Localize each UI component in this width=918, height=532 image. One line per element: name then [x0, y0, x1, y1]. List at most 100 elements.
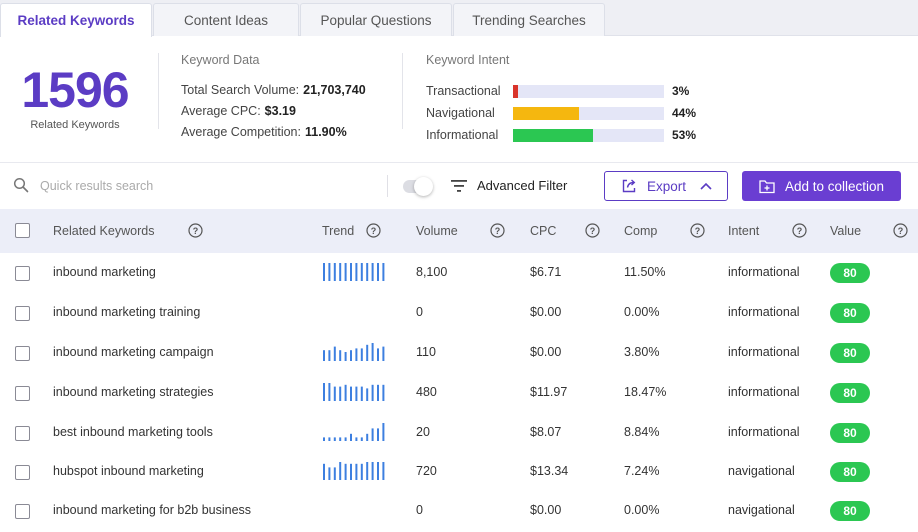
- trend-bar: [333, 437, 336, 441]
- summary-divider: [158, 53, 159, 129]
- intent-cell: informational: [728, 385, 800, 399]
- trend-bar: [328, 263, 331, 281]
- row-checkbox[interactable]: [15, 386, 30, 401]
- cpc-cell: $11.97: [530, 385, 568, 399]
- keyword-cell[interactable]: inbound marketing: [53, 265, 156, 279]
- intent-cell: informational: [728, 265, 800, 279]
- total-search-volume: Total Search Volume: 21,703,740: [181, 83, 366, 97]
- intent-percent: 44%: [672, 106, 697, 120]
- add-to-collection-button[interactable]: Add to collection: [742, 171, 901, 201]
- trend-bar: [371, 343, 374, 361]
- svg-text:?: ?: [193, 226, 199, 236]
- export-icon: [622, 179, 636, 193]
- trend-bar: [344, 384, 347, 401]
- help-icon[interactable]: ?: [792, 223, 807, 238]
- add-to-collection-label[interactable]: Add to collection: [785, 178, 885, 194]
- column-header-trend[interactable]: Trend: [322, 224, 355, 238]
- tab-popular-questions[interactable]: Popular Questions: [300, 3, 452, 36]
- trend-sparkline: [322, 301, 388, 321]
- tab-content-ideas[interactable]: Content Ideas: [153, 3, 299, 36]
- column-header-volume[interactable]: Volume: [416, 224, 458, 238]
- keyword-intent-title: Keyword Intent: [426, 53, 510, 67]
- advanced-filter-toggle[interactable]: [403, 177, 433, 196]
- average-competition-label: Average Competition:: [181, 125, 301, 139]
- trend-bar: [333, 346, 336, 361]
- tab-trending-searches[interactable]: Trending Searches: [453, 3, 605, 36]
- svg-text:?: ?: [797, 226, 803, 236]
- select-all-checkbox[interactable]: [15, 223, 30, 238]
- column-header-comp[interactable]: Comp: [624, 224, 658, 238]
- column-header-intent[interactable]: Intent: [728, 224, 760, 238]
- trend-sparkline: [323, 343, 385, 361]
- trend-bar: [323, 263, 325, 281]
- tab-related-keywords[interactable]: Related Keywords: [0, 3, 152, 37]
- trend-bar: [328, 467, 331, 480]
- tab-bar: Related Keywords Content Ideas Popular Q…: [0, 0, 918, 37]
- trend-bar: [339, 437, 342, 441]
- trend-bar: [344, 463, 347, 480]
- keyword-cell[interactable]: hubspot inbound marketing: [53, 464, 204, 478]
- comp-cell: 3.80%: [624, 345, 660, 359]
- trend-bar: [382, 462, 385, 480]
- table-row: hubspot inbound marketing 720 $13.34 7.2…: [0, 452, 918, 492]
- trend-bar: [377, 384, 379, 401]
- trend-sparkline: [322, 499, 388, 519]
- keyword-cell[interactable]: best inbound marketing tools: [53, 425, 213, 439]
- intent-bar-fill: [513, 106, 580, 120]
- comp-cell: 0.00%: [624, 305, 660, 319]
- table-row: inbound marketing training 0 $0.00 0.00%…: [0, 293, 918, 333]
- trend-bar: [344, 352, 347, 361]
- keyword-cell[interactable]: inbound marketing for b2b business: [53, 503, 252, 517]
- intent-label: Transactional: [426, 84, 501, 98]
- intent-row-navigational: Navigational 44%: [426, 105, 696, 121]
- toolbar-divider: [387, 175, 388, 197]
- total-search-volume-label: Total Search Volume:: [181, 83, 300, 97]
- trend-bar: [371, 462, 374, 480]
- row-checkbox[interactable]: [15, 426, 30, 441]
- related-keywords-count-label: Related Keywords: [30, 119, 120, 131]
- value-badge: 80: [830, 462, 870, 482]
- intent-cell: informational: [728, 425, 800, 439]
- trend-bar: [366, 433, 369, 441]
- trend-bar: [366, 388, 369, 401]
- intent-cell: navigational: [728, 503, 795, 517]
- row-checkbox[interactable]: [15, 306, 30, 321]
- trend-bar: [328, 350, 331, 361]
- row-checkbox[interactable]: [15, 346, 30, 361]
- column-header-cpc[interactable]: CPC: [530, 224, 557, 238]
- help-icon[interactable]: ?: [366, 223, 381, 238]
- trend-bar: [328, 437, 331, 441]
- column-header-value[interactable]: Value: [830, 224, 862, 238]
- export-label[interactable]: Export: [647, 178, 687, 194]
- chevron-up-icon: [700, 182, 712, 190]
- trend-bar: [355, 386, 358, 401]
- value-badge: 80: [830, 263, 870, 283]
- row-checkbox[interactable]: [15, 465, 30, 480]
- toggle-knob[interactable]: [414, 177, 433, 196]
- intent-row-informational: Informational 53%: [426, 127, 696, 143]
- trend-bar: [333, 467, 336, 480]
- value-badge: 80: [830, 303, 870, 323]
- help-icon[interactable]: ?: [490, 223, 505, 238]
- export-button[interactable]: Export: [604, 171, 728, 201]
- column-header-keyword[interactable]: Related Keywords: [53, 224, 155, 238]
- advanced-filter-label[interactable]: Advanced Filter: [477, 178, 568, 193]
- trend-bar: [350, 463, 352, 480]
- quick-search-input[interactable]: [40, 175, 340, 197]
- keyword-cell[interactable]: inbound marketing campaign: [53, 345, 214, 359]
- trend-bar: [377, 462, 379, 480]
- comp-cell: 11.50%: [624, 265, 666, 279]
- intent-bar-track: [513, 84, 664, 98]
- volume-cell: 480: [416, 385, 437, 399]
- help-icon[interactable]: ?: [690, 223, 705, 238]
- row-checkbox[interactable]: [15, 504, 30, 519]
- help-icon[interactable]: ?: [585, 223, 600, 238]
- help-icon[interactable]: ?: [188, 223, 203, 238]
- keyword-cell[interactable]: inbound marketing training: [53, 305, 201, 319]
- help-icon[interactable]: ?: [893, 223, 908, 238]
- keyword-cell[interactable]: inbound marketing strategies: [53, 385, 214, 399]
- intent-bar-track: [513, 128, 664, 142]
- trend-bar: [333, 263, 336, 281]
- row-checkbox[interactable]: [15, 266, 30, 281]
- svg-text:?: ?: [590, 226, 596, 236]
